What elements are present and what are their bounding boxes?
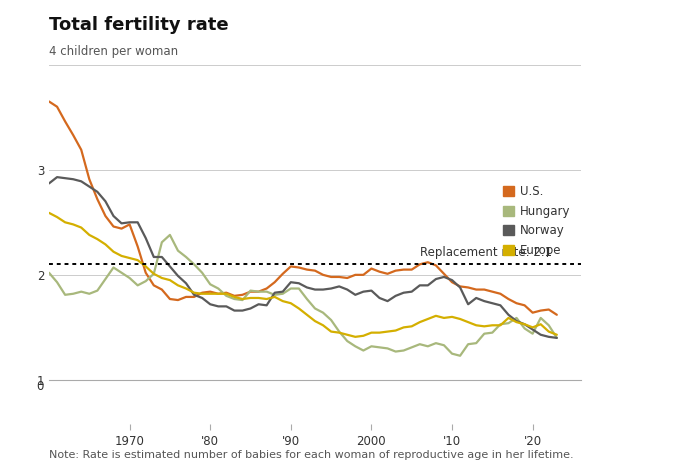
Europe — [327, 329, 335, 335]
Hungary — [166, 232, 174, 238]
Line: Hungary: Hungary — [49, 235, 557, 356]
Europe — [109, 249, 118, 254]
Text: Note: Rate is estimated number of babies for each woman of reproductive age in h: Note: Rate is estimated number of babies… — [49, 451, 573, 460]
Text: 4 children per woman: 4 children per woman — [49, 45, 178, 58]
Line: Europe: Europe — [49, 213, 557, 337]
Norway — [552, 335, 561, 341]
Text: Total fertility rate: Total fertility rate — [49, 16, 229, 34]
Norway — [384, 298, 392, 304]
Norway — [375, 295, 384, 301]
Text: Replacement rate: 2.1: Replacement rate: 2.1 — [420, 246, 552, 259]
Norway — [302, 285, 311, 290]
Hungary — [302, 296, 311, 302]
Norway — [45, 181, 53, 186]
Hungary — [375, 344, 384, 350]
Legend: U.S., Hungary, Norway, Europe: U.S., Hungary, Norway, Europe — [498, 181, 575, 261]
U.S. — [109, 224, 118, 229]
Norway — [53, 174, 62, 180]
Hungary — [335, 329, 344, 335]
Norway — [118, 220, 126, 226]
Europe — [295, 306, 303, 311]
Hungary — [262, 289, 271, 295]
Hungary — [45, 270, 53, 275]
U.S. — [45, 99, 53, 104]
U.S. — [375, 269, 384, 274]
U.S. — [254, 289, 262, 295]
U.S. — [295, 265, 303, 270]
Hungary — [384, 346, 392, 351]
U.S. — [368, 266, 376, 271]
Europe — [351, 334, 360, 340]
Hungary — [109, 265, 118, 270]
U.S. — [552, 312, 561, 317]
Line: U.S.: U.S. — [49, 102, 557, 315]
Europe — [45, 210, 53, 216]
Europe — [552, 332, 561, 337]
Europe — [384, 329, 392, 335]
U.S. — [327, 274, 335, 280]
Norway — [262, 302, 271, 308]
Europe — [254, 295, 262, 301]
Line: Norway: Norway — [49, 177, 557, 338]
Hungary — [456, 353, 464, 358]
Text: 0: 0 — [36, 380, 43, 393]
Europe — [375, 330, 384, 336]
Norway — [335, 284, 344, 289]
Hungary — [552, 335, 561, 341]
